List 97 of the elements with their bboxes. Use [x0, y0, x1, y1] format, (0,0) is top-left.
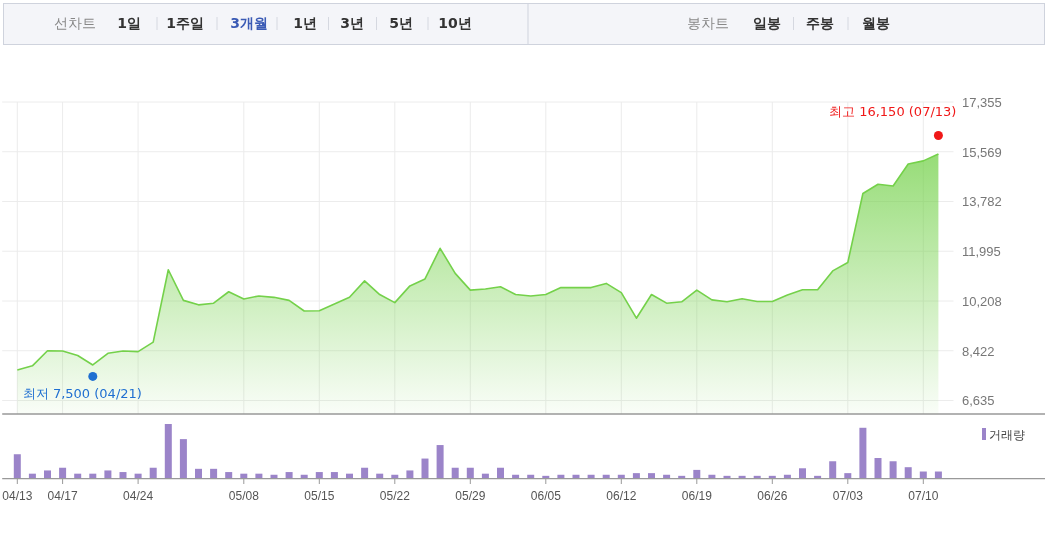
bar — [738, 475, 746, 478]
bar — [542, 475, 550, 478]
bar — [391, 474, 399, 478]
text: 주봉 — [806, 15, 834, 31]
text: 선차트 — [54, 15, 96, 31]
bar — [572, 474, 580, 478]
bar — [59, 467, 67, 478]
annotation: 최저 7,500 (04/21) — [22, 386, 142, 402]
bar — [13, 454, 21, 478]
bar — [768, 475, 776, 478]
text: 일봉 — [753, 15, 781, 31]
bar — [300, 474, 308, 478]
annotation: 최고 16,150 (07/13) — [829, 103, 957, 119]
bar — [708, 474, 716, 478]
bar — [134, 473, 142, 478]
bar — [330, 472, 338, 478]
text: 5년 — [389, 15, 413, 31]
bar — [889, 461, 897, 478]
bar — [315, 472, 323, 478]
x-tick-label: 06/26 — [757, 489, 788, 503]
x-tick-label: 06/05 — [530, 489, 562, 503]
bar — [285, 472, 293, 478]
bar — [527, 474, 535, 478]
y-tick-label: 15,569 — [962, 144, 1002, 160]
text: 월봉 — [862, 15, 890, 31]
x-tick-label: 05/29 — [455, 489, 486, 503]
bar — [361, 467, 369, 478]
text: 1년 — [293, 15, 317, 31]
bar — [346, 473, 353, 478]
bar — [210, 468, 218, 478]
bar — [89, 473, 97, 478]
bar — [119, 472, 127, 478]
bar — [859, 427, 867, 478]
bar — [602, 474, 610, 478]
y-tick-label: 10,208 — [962, 294, 1002, 310]
bar — [693, 469, 701, 478]
y-tick-label: 8,422 — [962, 343, 995, 359]
bar — [406, 470, 414, 478]
bar — [74, 473, 82, 478]
bar — [799, 468, 806, 478]
bar — [497, 467, 504, 478]
bar — [436, 445, 444, 478]
bar — [149, 467, 157, 478]
bar — [104, 470, 112, 478]
bar — [512, 474, 520, 478]
bar — [919, 471, 927, 478]
y-tick-label: 6,635 — [962, 393, 995, 409]
bar — [240, 473, 248, 478]
text: 10년 — [438, 15, 472, 31]
y-tick-label: 13,782 — [962, 194, 1002, 210]
bar — [648, 473, 655, 478]
x-tick-label: 04/13 — [2, 489, 33, 503]
bar — [225, 472, 233, 478]
y-tick-label: 17,355 — [962, 95, 1002, 110]
y-tick-label: 11,995 — [962, 244, 1001, 260]
bar — [934, 471, 942, 478]
bar — [829, 461, 837, 478]
bar — [28, 473, 36, 478]
x-tick-label: 07/03 — [832, 489, 864, 503]
bar — [678, 475, 686, 478]
text: 3개월 — [230, 15, 268, 31]
bar — [421, 458, 429, 478]
text: 봉차트 — [687, 15, 729, 31]
x-tick-label: 04/24 — [123, 489, 154, 503]
bar — [874, 458, 882, 478]
bar — [376, 473, 384, 478]
legend-label: 거래량 — [989, 428, 1025, 442]
x-tick-label: 05/15 — [304, 489, 335, 503]
bar — [255, 473, 263, 478]
bar — [179, 439, 187, 478]
bar — [195, 468, 202, 478]
bar — [587, 474, 595, 478]
bar — [904, 467, 912, 478]
bar — [466, 467, 474, 478]
bar — [557, 474, 565, 478]
x-tick-label: 05/22 — [379, 489, 411, 503]
bar — [723, 475, 731, 478]
bar — [451, 467, 459, 478]
x-tick-label: 04/17 — [47, 489, 78, 503]
bar — [632, 473, 640, 478]
bar — [44, 470, 51, 478]
bar — [617, 474, 625, 478]
bar — [481, 473, 489, 478]
bar — [783, 474, 791, 478]
bar — [844, 473, 852, 478]
x-tick-label: 05/08 — [228, 489, 260, 503]
bar — [753, 475, 761, 478]
bar — [164, 424, 172, 478]
text: 1주일 — [166, 15, 204, 31]
x-tick-label: 06/12 — [606, 489, 637, 503]
text: 3년 — [340, 15, 364, 31]
bar — [663, 474, 671, 478]
text: 1일 — [117, 15, 141, 31]
x-tick-label: 06/19 — [681, 489, 713, 503]
bar — [814, 475, 822, 478]
bar — [270, 474, 278, 478]
x-tick-label: 07/10 — [908, 489, 939, 503]
